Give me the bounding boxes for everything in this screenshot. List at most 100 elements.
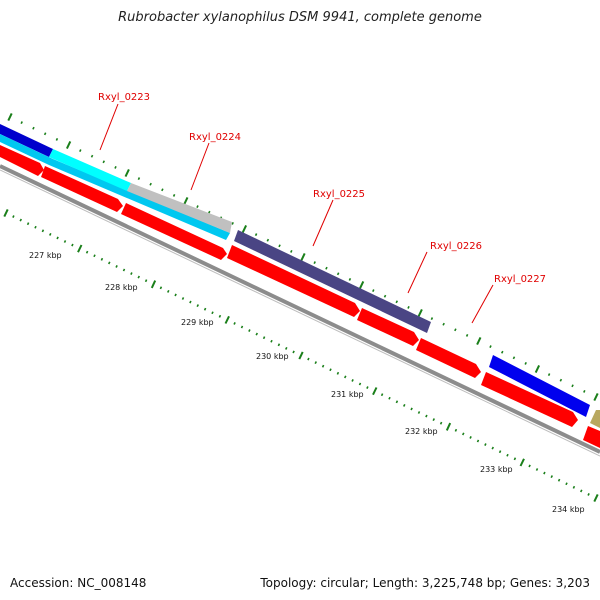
scale-labels: 227 kbp 228 kbp 229 kbp 230 kbp 231 kbp … (29, 251, 585, 514)
inner-tick (107, 261, 111, 265)
inner-tick (3, 208, 9, 218)
inner-tick (550, 475, 554, 479)
outer-tick (500, 350, 504, 354)
scale-label-234: 234 kbp (552, 505, 585, 514)
outer-tick (241, 224, 248, 234)
feature-grey[interactable] (127, 183, 232, 233)
gene-label-rxyl0225[interactable]: Rxyl_0225 (313, 189, 365, 200)
inner-tick (388, 396, 391, 400)
inner-tick (181, 297, 185, 300)
outer-tick (102, 160, 106, 164)
inner-tick-track (3, 208, 599, 503)
inner-tick (593, 493, 599, 503)
outer-tick (43, 132, 47, 136)
outer-tick (348, 277, 352, 281)
cds-8[interactable] (583, 426, 600, 448)
inner-tick (137, 275, 141, 279)
inner-tick (417, 411, 421, 414)
outer-tick (417, 308, 423, 318)
outer-tick (395, 300, 399, 304)
gene-label-rxyl0227[interactable]: Rxyl_0227 (494, 274, 546, 285)
cds-5[interactable] (357, 308, 419, 346)
inner-tick (71, 243, 74, 247)
feature-dark-blue-left[interactable] (0, 124, 53, 157)
inner-tick (321, 364, 325, 368)
inner-tick (425, 414, 428, 418)
inner-tick (336, 371, 340, 375)
outer-tick (336, 272, 340, 276)
cds-2[interactable] (41, 166, 123, 212)
inner-tick (351, 379, 354, 382)
inner-tick (233, 322, 236, 325)
outer-tick (20, 121, 23, 125)
outer-tick (7, 112, 13, 122)
inner-tick (277, 343, 281, 347)
outer-tick (442, 322, 445, 326)
outer-tick (430, 317, 434, 321)
outer-tick (325, 266, 328, 270)
leader-rxyl0226 (407, 251, 428, 294)
inner-tick (358, 382, 362, 386)
cds-6[interactable] (416, 338, 481, 378)
outer-tick (524, 361, 527, 365)
outer-tick (534, 364, 541, 374)
inner-tick (248, 329, 251, 332)
inner-tick (150, 280, 157, 289)
inner-tick (224, 315, 230, 324)
cds-1[interactable] (0, 145, 44, 176)
outer-tick (571, 384, 574, 388)
gene-label-rxyl0224[interactable]: Rxyl_0224 (189, 132, 241, 143)
accession-text: Accession: NC_008148 (10, 576, 147, 590)
outer-tick (207, 210, 211, 214)
gene-label-rxyl0226[interactable]: Rxyl_0226 (430, 241, 482, 252)
gene-label-rxyl0223[interactable]: Rxyl_0223 (98, 92, 150, 103)
leader-rxyl0223 (99, 103, 119, 151)
scale-label-228: 228 kbp (105, 283, 138, 292)
inner-tick (343, 375, 347, 379)
feature-khaki-edge[interactable] (590, 410, 600, 428)
gene-label-leaders (99, 103, 494, 324)
inner-tick (491, 446, 495, 450)
cds-3[interactable] (121, 203, 227, 260)
inner-tick (203, 307, 207, 311)
inner-tick (469, 436, 472, 439)
outer-tick (196, 205, 199, 209)
outer-tick (290, 249, 293, 253)
inner-tick (298, 351, 304, 360)
outer-tick (114, 165, 117, 169)
outer-tick (231, 221, 234, 225)
cds-4[interactable] (227, 245, 360, 317)
outer-tick (65, 140, 72, 150)
inner-tick (26, 222, 30, 226)
outer-tick (489, 345, 492, 349)
feature-blue-right[interactable] (489, 355, 590, 417)
inner-tick (284, 346, 288, 350)
outer-tick (55, 137, 59, 141)
leader-rxyl0224 (190, 142, 210, 191)
inner-tick (410, 407, 413, 411)
inner-tick (130, 272, 133, 275)
inner-tick (189, 300, 192, 304)
scale-label-233: 233 kbp (480, 465, 513, 474)
inner-tick (292, 350, 295, 354)
feature-cyan[interactable] (49, 149, 131, 191)
inner-tick (454, 428, 458, 432)
cds-7[interactable] (481, 372, 578, 427)
genome-title: Rubrobacter xylanophilus DSM 9941, compl… (118, 10, 482, 25)
inner-tick (513, 457, 517, 461)
inner-tick (122, 268, 126, 272)
inner-tick (498, 450, 502, 454)
outer-tick (559, 378, 563, 382)
inner-tick (270, 339, 273, 343)
inner-tick (41, 229, 45, 233)
feature-light-blue[interactable] (0, 134, 230, 240)
feature-slate-rxyl0225[interactable] (234, 230, 431, 333)
outer-tick (372, 289, 375, 293)
scale-label-227: 227 kbp (29, 251, 62, 260)
inner-tick (484, 443, 487, 446)
inner-tick (519, 458, 525, 467)
topology-summary: Topology: circular; Length: 3,225,748 bp… (260, 576, 590, 590)
inner-tick (476, 439, 480, 443)
